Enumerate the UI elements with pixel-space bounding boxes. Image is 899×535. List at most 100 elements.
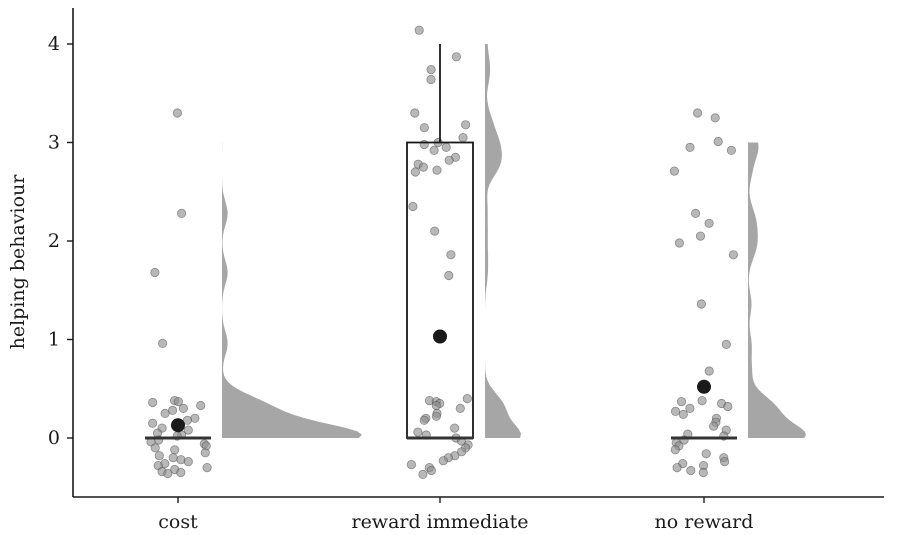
data-point bbox=[202, 462, 212, 473]
data-point bbox=[200, 448, 210, 458]
mean-point-0 bbox=[171, 418, 185, 433]
data-point bbox=[455, 403, 465, 413]
data-point bbox=[438, 456, 448, 466]
data-point bbox=[158, 338, 168, 348]
mean-point-2 bbox=[697, 379, 711, 394]
density-2 bbox=[748, 142, 806, 438]
data-point bbox=[676, 396, 687, 407]
data-point bbox=[183, 456, 193, 467]
x-axis-ticks: cost reward immediate no reward bbox=[158, 497, 753, 533]
data-point bbox=[196, 400, 206, 411]
density-0 bbox=[222, 142, 362, 438]
data-point bbox=[708, 421, 719, 431]
data-point bbox=[456, 447, 467, 457]
data-point bbox=[183, 425, 193, 435]
data-point bbox=[710, 113, 720, 123]
mean-point-1 bbox=[433, 329, 447, 344]
data-point bbox=[426, 465, 436, 476]
data-point bbox=[726, 145, 737, 155]
data-point bbox=[182, 415, 192, 425]
data-point bbox=[177, 208, 187, 218]
data-point bbox=[154, 451, 164, 461]
data-point bbox=[674, 238, 685, 248]
data-point bbox=[698, 467, 708, 478]
data-point bbox=[692, 108, 703, 118]
data-point bbox=[432, 165, 442, 175]
data-point bbox=[695, 231, 706, 241]
data-point bbox=[150, 267, 160, 278]
data-point bbox=[178, 403, 188, 413]
data-point bbox=[170, 445, 180, 455]
data-point bbox=[160, 408, 170, 418]
box-1 bbox=[406, 141, 474, 439]
data-point bbox=[696, 299, 707, 309]
data-point bbox=[458, 133, 468, 143]
data-point bbox=[406, 459, 416, 470]
data-point bbox=[690, 208, 701, 218]
data-point bbox=[446, 250, 456, 260]
data-point bbox=[419, 415, 429, 425]
data-point bbox=[672, 462, 682, 473]
data-point bbox=[701, 449, 711, 459]
data-point bbox=[431, 411, 441, 421]
data-point bbox=[148, 418, 158, 428]
data-point bbox=[429, 145, 439, 155]
data-point bbox=[410, 167, 420, 177]
group-no-reward bbox=[669, 108, 806, 478]
data-point bbox=[190, 413, 200, 423]
data-point bbox=[460, 120, 471, 130]
y-axis-title: helping behaviour bbox=[7, 174, 29, 350]
data-point bbox=[444, 270, 454, 281]
data-point bbox=[431, 400, 441, 411]
data-point bbox=[176, 467, 186, 478]
data-point bbox=[685, 142, 695, 152]
data-point bbox=[728, 250, 739, 260]
data-point bbox=[418, 162, 428, 172]
data-point bbox=[678, 409, 688, 419]
data-point bbox=[444, 155, 454, 165]
data-point bbox=[441, 142, 451, 152]
group-reward-immediate bbox=[406, 25, 521, 479]
y-tick-label-4: 4 bbox=[48, 33, 60, 55]
data-point bbox=[418, 469, 428, 479]
y-axis-ticks: 0 1 2 3 4 bbox=[48, 33, 73, 449]
data-point bbox=[451, 52, 461, 62]
x-tick-label-1: reward immediate bbox=[351, 511, 528, 533]
data-point bbox=[172, 108, 182, 118]
data-point bbox=[669, 166, 680, 176]
data-point bbox=[697, 395, 707, 406]
data-point bbox=[419, 123, 429, 133]
data-point bbox=[163, 468, 173, 479]
data-point bbox=[685, 403, 695, 413]
data-point bbox=[721, 339, 731, 349]
data-point bbox=[704, 366, 714, 376]
data-point bbox=[426, 74, 436, 85]
data-point bbox=[686, 465, 696, 476]
y-tick-label-1: 1 bbox=[48, 329, 60, 351]
data-point bbox=[408, 201, 418, 212]
data-point bbox=[704, 218, 714, 228]
data-point bbox=[713, 136, 723, 147]
x-tick-label-2: no reward bbox=[655, 511, 754, 533]
data-point bbox=[719, 456, 730, 467]
plot-area bbox=[145, 25, 806, 479]
data-point bbox=[410, 108, 420, 118]
data-point bbox=[670, 406, 681, 416]
data-point bbox=[723, 401, 733, 412]
data-point bbox=[148, 397, 158, 408]
x-tick-label-0: cost bbox=[158, 511, 198, 533]
data-point bbox=[173, 396, 183, 407]
y-tick-label-0: 0 bbox=[48, 427, 60, 449]
y-tick-label-3: 3 bbox=[48, 132, 60, 154]
y-tick-label-2: 2 bbox=[48, 230, 60, 252]
data-point bbox=[449, 423, 460, 433]
data-point bbox=[426, 65, 436, 75]
data-point bbox=[670, 445, 680, 455]
data-point bbox=[150, 443, 160, 453]
data-point bbox=[414, 25, 424, 35]
group-cost bbox=[145, 108, 362, 479]
data-point bbox=[168, 453, 178, 463]
data-point bbox=[462, 393, 472, 404]
data-point bbox=[430, 226, 440, 236]
